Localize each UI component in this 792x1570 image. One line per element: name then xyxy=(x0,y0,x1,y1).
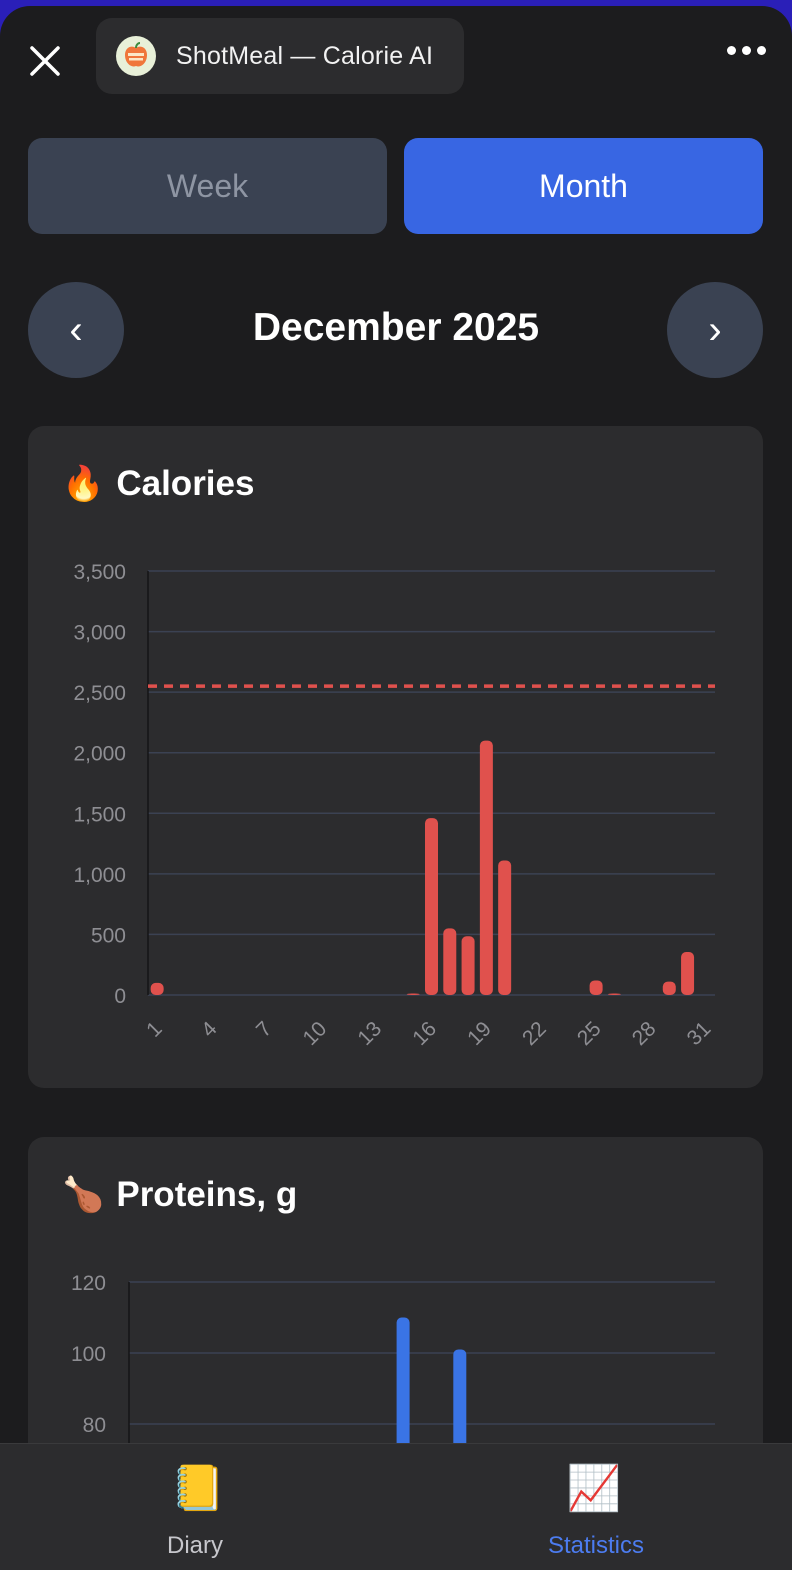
calorie-bar xyxy=(681,951,695,995)
tab-month[interactable]: Month xyxy=(404,138,763,234)
calorie-bar xyxy=(150,982,164,995)
proteins-card-title: 🍗 Proteins, g xyxy=(62,1175,297,1215)
x-tick-label: 25 xyxy=(573,1017,606,1050)
calorie-bar xyxy=(498,860,512,995)
y-tick-label: 0 xyxy=(114,985,126,1008)
next-month-button[interactable]: › xyxy=(667,282,763,378)
bottom-tab-bar: 📒 Diary 📈 Statistics xyxy=(0,1443,792,1570)
more-horizontal-icon xyxy=(727,46,736,55)
tab-statistics[interactable]: 📈 Statistics xyxy=(396,1444,792,1570)
previous-month-button[interactable]: ‹ xyxy=(28,282,124,378)
calories-card: 🔥 Calories 0 500 1,000 1,500 2,000 2,500 3,000… xyxy=(28,426,763,1088)
tab-diary-label: Diary xyxy=(166,1532,223,1559)
calorie-bar xyxy=(406,993,420,995)
tab-week[interactable]: Week xyxy=(28,138,387,234)
y-tick-label: 2,000 xyxy=(73,743,126,766)
y-tick-label: 80 xyxy=(83,1414,106,1437)
x-tick-label: 28 xyxy=(628,1017,661,1050)
notebook-icon: 📒 xyxy=(170,1464,226,1513)
proteins-title-text: Proteins, g xyxy=(116,1175,298,1214)
calorie-bar xyxy=(425,818,438,995)
x-tick-label: 7 xyxy=(252,1017,277,1042)
x-tick-label: 16 xyxy=(408,1017,441,1050)
x-tick-label: 19 xyxy=(463,1017,496,1050)
app-window: ShotMeal — Calorie AI Week Month ‹ Decem… xyxy=(0,6,792,1570)
tab-statistics-label: Statistics xyxy=(547,1532,645,1559)
y-tick-label: 120 xyxy=(71,1272,106,1295)
close-icon xyxy=(30,46,60,76)
x-tick-label: 1 xyxy=(142,1017,167,1042)
calorie-bar xyxy=(589,980,603,995)
calories-chart: 0 500 1,000 1,500 2,000 2,500 3,000 3,500 1 4 7 10 1… xyxy=(73,561,716,1050)
calorie-bar xyxy=(479,740,493,995)
y-tick-label: 3,000 xyxy=(73,622,126,645)
x-tick-label: 13 xyxy=(353,1017,386,1050)
calories-card-title: 🔥 Calories xyxy=(62,464,254,504)
app-title: ShotMeal — Calorie AI xyxy=(176,41,434,70)
more-options-button[interactable] xyxy=(727,46,766,55)
x-tick-label: 22 xyxy=(518,1017,551,1050)
more-dot xyxy=(742,46,751,55)
x-tick-label: 31 xyxy=(683,1017,716,1050)
current-month-label: December 2025 xyxy=(252,306,540,349)
x-tick-label: 4 xyxy=(197,1017,222,1042)
close-button[interactable] xyxy=(24,40,68,84)
apple-logo-icon xyxy=(116,36,156,76)
x-tick-label: 10 xyxy=(299,1017,332,1050)
calorie-bar xyxy=(443,928,457,995)
y-tick-label: 3,500 xyxy=(73,561,126,584)
calorie-bar xyxy=(607,993,621,995)
app-title-pill[interactable]: ShotMeal — Calorie AI xyxy=(96,18,464,94)
y-tick-label: 1,000 xyxy=(73,864,126,887)
more-dot xyxy=(757,46,766,55)
calories-title-text: Calories xyxy=(116,464,255,503)
y-tick-label: 500 xyxy=(91,924,126,947)
y-tick-label: 1,500 xyxy=(73,803,126,826)
y-tick-label: 100 xyxy=(71,1343,106,1366)
tab-diary[interactable]: 📒 Diary xyxy=(0,1444,396,1570)
chart-increasing-icon: 📈 xyxy=(566,1464,622,1513)
drumstick-icon: 🍗 xyxy=(62,1176,105,1214)
y-tick-label: 2,500 xyxy=(73,682,126,705)
fire-icon: 🔥 xyxy=(62,465,105,503)
calorie-bar xyxy=(662,981,676,995)
calorie-bar xyxy=(461,936,475,995)
